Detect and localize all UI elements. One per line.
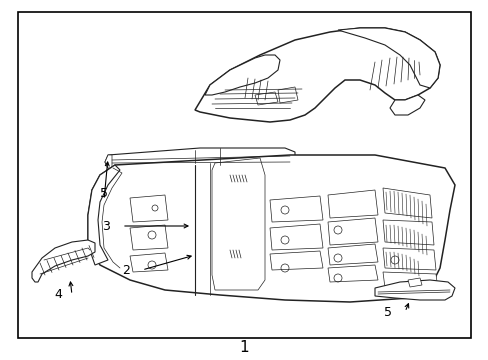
Polygon shape bbox=[382, 188, 431, 218]
Polygon shape bbox=[337, 28, 439, 88]
Polygon shape bbox=[88, 165, 120, 265]
Polygon shape bbox=[130, 225, 168, 250]
Polygon shape bbox=[254, 92, 278, 105]
Polygon shape bbox=[204, 55, 280, 95]
Polygon shape bbox=[327, 265, 377, 282]
Polygon shape bbox=[407, 278, 421, 287]
Polygon shape bbox=[269, 251, 323, 270]
Polygon shape bbox=[212, 158, 264, 290]
Polygon shape bbox=[195, 28, 439, 122]
Polygon shape bbox=[269, 224, 323, 250]
Polygon shape bbox=[278, 87, 297, 103]
Polygon shape bbox=[130, 195, 168, 222]
Polygon shape bbox=[382, 220, 433, 245]
Polygon shape bbox=[130, 253, 168, 272]
Polygon shape bbox=[374, 280, 454, 300]
Polygon shape bbox=[382, 248, 435, 270]
Text: 5: 5 bbox=[100, 186, 108, 199]
Text: 1: 1 bbox=[239, 340, 249, 355]
Polygon shape bbox=[18, 12, 470, 338]
Polygon shape bbox=[327, 190, 377, 218]
Text: 3: 3 bbox=[102, 220, 110, 233]
Polygon shape bbox=[105, 148, 294, 168]
Polygon shape bbox=[382, 272, 437, 290]
Polygon shape bbox=[389, 95, 424, 115]
Polygon shape bbox=[105, 155, 112, 168]
Polygon shape bbox=[327, 244, 377, 265]
Text: 5: 5 bbox=[383, 306, 391, 319]
Polygon shape bbox=[269, 196, 323, 222]
Text: 4: 4 bbox=[54, 288, 62, 302]
Polygon shape bbox=[32, 240, 95, 282]
Text: 2: 2 bbox=[122, 264, 130, 276]
Polygon shape bbox=[327, 218, 377, 245]
Polygon shape bbox=[88, 155, 454, 302]
